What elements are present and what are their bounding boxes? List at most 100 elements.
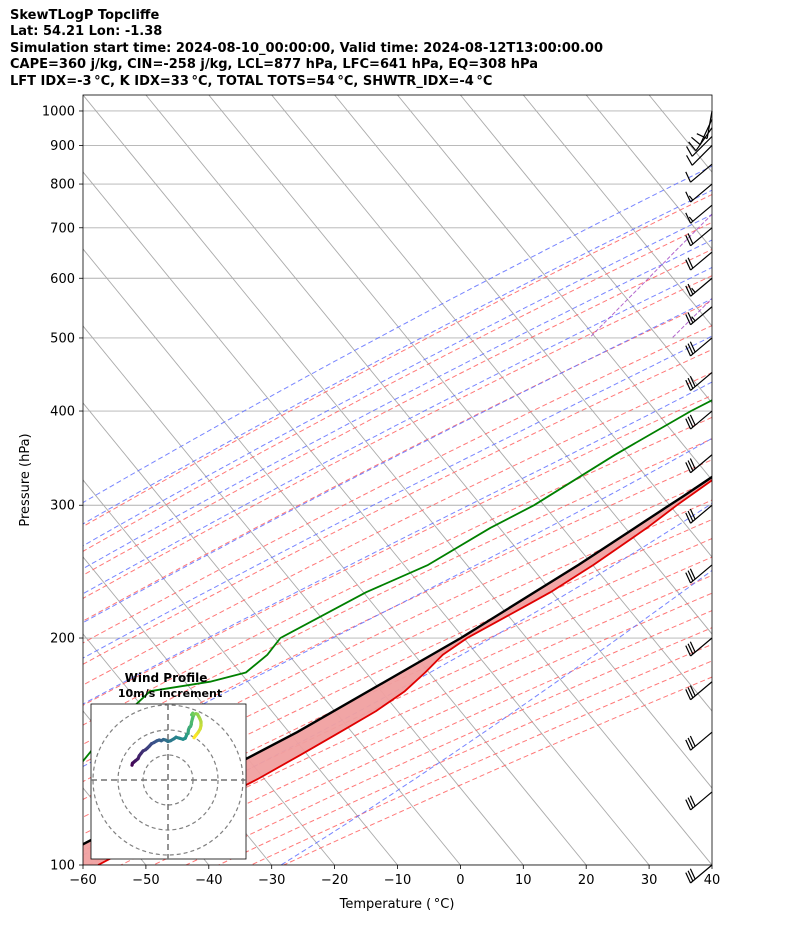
parameters-line: CAPE=360 j/kg, CIN=-258 j/kg, LCL=877 hP… — [10, 57, 538, 73]
wind-barb — [685, 681, 713, 701]
isotherm-line — [83, 325, 524, 865]
dry-adiabat — [120, 592, 712, 865]
dry-adiabat — [185, 627, 712, 865]
wind-barb — [686, 145, 713, 166]
parcel-path-line — [83, 475, 712, 846]
wind-barb — [685, 306, 713, 326]
isotherm-line — [397, 95, 712, 481]
dry-adiabat — [83, 325, 712, 644]
x-tick-label: 0 — [456, 873, 464, 888]
mixing-ratio-line — [589, 213, 712, 339]
moist-adiabat — [83, 335, 712, 659]
wind-barb — [685, 564, 713, 584]
x-tick-label: −40 — [195, 873, 222, 888]
chart-title: SkewTLogP Topcliffe — [10, 8, 160, 23]
dry-adiabat — [83, 372, 712, 686]
dry-adiabat — [83, 537, 712, 835]
moist-adiabat — [83, 266, 712, 595]
dry-adiabat — [83, 221, 712, 552]
isotherm-line — [711, 95, 712, 96]
wind-barb — [685, 454, 713, 474]
isotherm-line — [460, 95, 712, 404]
wind-barb — [685, 251, 713, 271]
isotherm-line — [334, 95, 712, 558]
dry-adiabat — [283, 676, 712, 865]
chart-header: SkewTLogP Topcliffe Lat: 54.21 Lon: -1.3… — [10, 8, 603, 90]
isotherm-line — [208, 95, 712, 712]
isotherm-line — [522, 95, 712, 327]
dewpoint-line — [83, 399, 712, 763]
time-line: Simulation start time: 2024-08-10_00:00:… — [10, 40, 603, 56]
wind-barb — [688, 127, 713, 152]
moist-adiabat — [83, 437, 712, 768]
x-tick-label: −30 — [258, 873, 285, 888]
hodograph: Wind Profile 10m/s increment — [90, 671, 247, 860]
hodograph-subtitle: 10m/s increment — [118, 687, 222, 700]
y-tick-label: 400 — [50, 405, 75, 420]
x-tick-label: 20 — [578, 873, 595, 888]
moist-adiabat — [83, 239, 712, 570]
axes: −60 −50 −40 −30 −20 −10 0 10 20 30 40 1000 900 800 700… — [42, 104, 720, 888]
isotherm-line — [145, 95, 712, 789]
wind-barb — [685, 504, 713, 524]
isotherm-line — [83, 95, 712, 865]
moist-adiabat — [280, 569, 712, 865]
dry-adiabat — [83, 300, 712, 622]
moist-adiabat — [83, 189, 712, 525]
dry-adiabat — [83, 275, 712, 599]
y-tick-label: 300 — [50, 499, 75, 514]
y-tick-label: 600 — [50, 272, 75, 287]
hodograph-plot — [91, 704, 246, 859]
isotherm-line — [83, 248, 587, 865]
moist-adiabat — [83, 298, 712, 624]
wind-barb — [685, 864, 713, 884]
moist-adiabat — [83, 381, 712, 705]
y-tick-label: 700 — [50, 221, 75, 236]
y-tick-label: 800 — [50, 178, 75, 193]
x-tick-label: −50 — [132, 873, 159, 888]
moist-adiabat — [83, 165, 712, 504]
mixing-ratio-line — [733, 95, 794, 338]
wind-barb — [685, 204, 713, 224]
mixing-ratio-line — [671, 297, 712, 339]
wind-barbs — [685, 110, 713, 884]
wind-barb — [685, 372, 713, 391]
x-axis-label: Temperature ( °C) — [339, 897, 455, 912]
dry-adiabat — [83, 348, 712, 665]
dry-adiabat — [153, 610, 712, 865]
x-tick-label: −10 — [384, 873, 411, 888]
y-tick-label: 1000 — [42, 104, 75, 119]
isotherm-line — [83, 402, 461, 865]
dry-adiabat — [250, 660, 712, 865]
x-tick-label: −20 — [321, 873, 348, 888]
temperature-line — [97, 479, 712, 865]
isotherm-line — [271, 95, 712, 635]
y-tick-label: 200 — [50, 632, 75, 647]
dry-adiabat — [83, 193, 712, 528]
y-axis-label: Pressure (hPa) — [18, 433, 33, 526]
y-tick-label: 500 — [50, 331, 75, 346]
wind-barb — [685, 337, 713, 357]
x-tick-label: 40 — [704, 873, 721, 888]
wind-barb — [691, 119, 713, 146]
wind-barb — [685, 637, 713, 657]
hodograph-title: Wind Profile — [125, 671, 208, 685]
y-tick-label: 100 — [50, 859, 75, 874]
wind-barb — [685, 410, 713, 430]
isotherm-line — [83, 864, 84, 865]
isotherm-line — [83, 171, 650, 865]
profile-lines — [83, 399, 712, 865]
wind-barb — [685, 731, 713, 751]
wind-barb — [686, 136, 713, 157]
wind-barb — [685, 183, 713, 203]
wind-barb — [685, 791, 713, 811]
dry-adiabat — [83, 248, 712, 576]
indices-line: LFT IDX=-3 °C, K IDX=33 °C, TOTAL TOTS=5… — [10, 73, 493, 89]
location-line: Lat: 54.21 Lon: -1.38 — [10, 24, 163, 40]
wind-barb — [685, 277, 713, 297]
x-tick-label: 10 — [515, 873, 532, 888]
hodograph-segment — [192, 734, 198, 740]
x-tick-label: 30 — [641, 873, 658, 888]
wind-barb — [685, 227, 713, 247]
